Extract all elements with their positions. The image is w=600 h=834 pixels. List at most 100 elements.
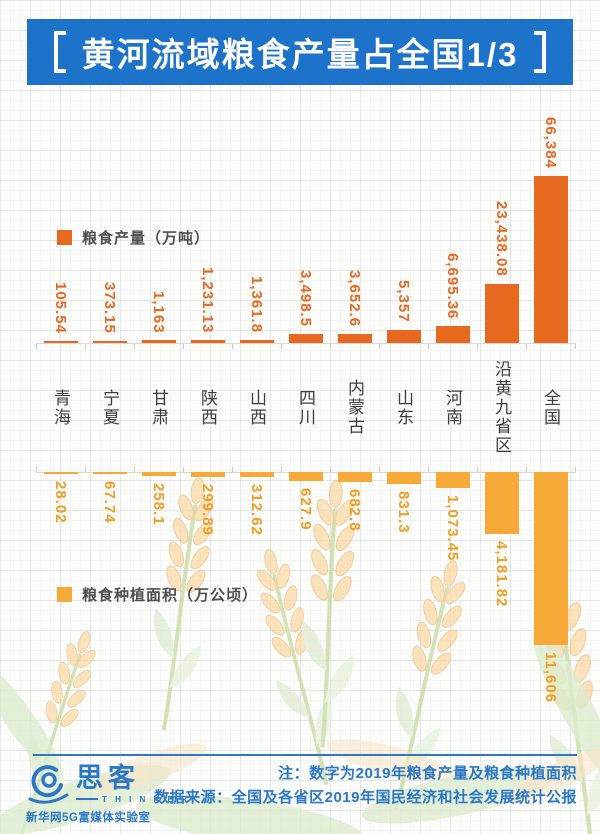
production-value-label: 1,163 xyxy=(150,290,167,334)
chart-column: 3,652.6 内蒙古 682.8 xyxy=(330,95,379,722)
production-value-label: 3,652.6 xyxy=(346,269,363,327)
category-label: 山东 xyxy=(394,388,413,427)
category-section: 全国 xyxy=(526,343,575,472)
chart-column: 6,695.36 河南 1,073.45 xyxy=(428,95,477,722)
category-section: 河南 xyxy=(428,343,477,472)
area-value-label: 67.74 xyxy=(101,481,118,524)
chart-column: 5,357 山东 831.3 xyxy=(379,95,428,722)
category-label: 甘肃 xyxy=(149,388,168,427)
production-bar xyxy=(141,340,176,343)
production-bar xyxy=(386,329,421,343)
footer-divider xyxy=(33,754,577,756)
category-label: 宁夏 xyxy=(100,388,119,427)
production-section: 5,357 xyxy=(379,95,428,343)
production-value-label: 1,231.13 xyxy=(199,266,216,333)
area-section: 682.8 xyxy=(330,472,379,722)
chart-column: 1,231.13 陕西 299.89 xyxy=(183,95,232,722)
area-section: 1,073.45 xyxy=(428,472,477,722)
area-section: 11,606 xyxy=(526,472,575,722)
footer-note-line: 注：数字为2019年粮食产量及粮食种植面积 xyxy=(278,765,577,782)
title-banner: 黄河流域粮食产量占全国1/3 xyxy=(27,19,573,85)
production-bar xyxy=(337,333,372,343)
production-value-label: 373.15 xyxy=(101,282,118,334)
legend-area: 粮食种植面积（万公顷） xyxy=(57,584,258,605)
production-bar xyxy=(288,334,323,343)
chart-column: 1,163 甘肃 258.1 xyxy=(134,95,183,722)
area-bar xyxy=(386,472,421,485)
category-label: 沿黄九省区 xyxy=(492,360,511,455)
production-section: 6,695.36 xyxy=(428,95,477,343)
area-value-label: 1,073.45 xyxy=(444,495,461,562)
category-section: 内蒙古 xyxy=(330,343,379,472)
category-section: 宁夏 xyxy=(85,343,134,472)
area-value-label: 11,606 xyxy=(542,652,559,704)
area-bar xyxy=(43,472,78,474)
area-value-label: 627.9 xyxy=(297,488,314,531)
category-label: 内蒙古 xyxy=(345,379,364,436)
bracket-right-icon xyxy=(534,31,547,73)
category-section: 陕西 xyxy=(183,343,232,472)
production-section: 1,231.13 xyxy=(183,95,232,343)
legend-area-label: 粮食种植面积（万公顷） xyxy=(82,587,259,604)
area-value-label: 258.1 xyxy=(150,482,167,526)
production-section: 1,361.8 xyxy=(232,95,281,343)
area-bar xyxy=(288,472,323,482)
area-bar xyxy=(141,472,176,476)
area-bar xyxy=(533,472,568,645)
production-bar xyxy=(92,341,127,343)
area-bar xyxy=(190,472,225,477)
area-value-label: 831.3 xyxy=(395,491,412,534)
area-section: 627.9 xyxy=(281,472,330,722)
area-section: 67.74 xyxy=(85,472,134,722)
category-label: 四川 xyxy=(296,388,315,427)
production-value-label: 6,695.36 xyxy=(444,252,461,320)
chart-column: 23,438.08 沿黄九省区 4,181.82 xyxy=(477,95,526,722)
area-section: 28.02 xyxy=(36,472,85,722)
production-section: 1,163 xyxy=(134,95,183,343)
production-value-label: 66,384 xyxy=(542,117,559,169)
production-bar xyxy=(190,339,225,343)
logo-dash xyxy=(76,798,98,800)
production-section: 23,438.08 xyxy=(477,95,526,343)
brand-subtitle: 新华网5G富媒体实验室 xyxy=(26,812,151,824)
category-section: 四川 xyxy=(281,343,330,472)
production-section: 3,652.6 xyxy=(330,95,379,343)
page-title: 黄河流域粮食产量占全国1/3 xyxy=(81,36,519,73)
thinker-swirl-icon xyxy=(28,765,69,804)
category-label: 青海 xyxy=(51,388,70,427)
production-value-label: 5,357 xyxy=(395,279,412,323)
production-bar xyxy=(484,284,519,343)
production-value-label: 105.54 xyxy=(52,282,69,334)
area-value-label: 299.89 xyxy=(199,483,216,536)
production-section: 3,498.5 xyxy=(281,95,330,343)
footer-source-line: 数据来源：全国及各省区2019年国民经济和社会发展统计公报 xyxy=(154,789,577,806)
area-bar xyxy=(435,472,470,488)
area-bar xyxy=(92,472,127,474)
axis-production xyxy=(36,343,576,349)
area-bar xyxy=(484,472,519,535)
category-section: 甘肃 xyxy=(134,343,183,472)
area-section: 831.3 xyxy=(379,472,428,722)
area-value-label: 28.02 xyxy=(52,481,69,524)
area-bar xyxy=(337,472,372,483)
area-value-label: 4,181.82 xyxy=(493,541,510,608)
chart-column: 3,498.5 四川 627.9 xyxy=(281,95,330,722)
area-swatch-icon xyxy=(57,587,72,602)
production-swatch-icon xyxy=(57,230,72,245)
category-section: 沿黄九省区 xyxy=(477,343,526,472)
category-label: 山西 xyxy=(247,388,266,427)
chart-column: 66,384 全国 11,606 xyxy=(526,95,575,722)
category-section: 山东 xyxy=(379,343,428,472)
production-bar xyxy=(43,341,78,343)
category-section: 山西 xyxy=(232,343,281,472)
chart-column: 105.54 青海 28.02 xyxy=(36,95,85,722)
chart-columns: 105.54 青海 28.02 373.15 宁夏 67.74 1,163 甘肃 258.1 1,… xyxy=(36,95,575,722)
chart-column: 1,361.8 山西 312.62 xyxy=(232,95,281,722)
area-section: 4,181.82 xyxy=(477,472,526,722)
area-value-label: 312.62 xyxy=(248,483,265,536)
area-section: 312.62 xyxy=(232,472,281,722)
legend-production-label: 粮食产量（万吨） xyxy=(82,230,211,247)
production-value-label: 1,361.8 xyxy=(248,275,265,333)
legend-production: 粮食产量（万吨） xyxy=(57,227,210,248)
chart-column: 373.15 宁夏 67.74 xyxy=(85,95,134,722)
